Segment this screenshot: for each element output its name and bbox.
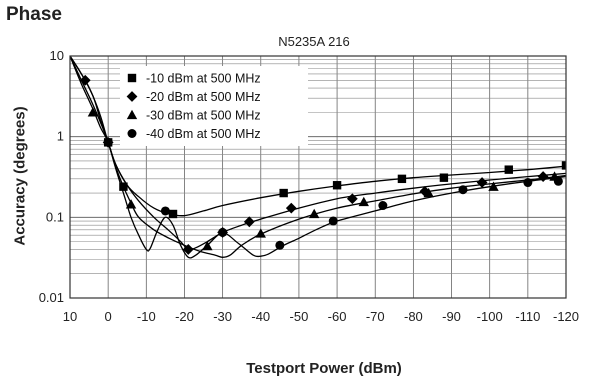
data-point [168, 209, 178, 219]
data-point [125, 199, 137, 209]
data-point [523, 178, 533, 188]
x-tick-label: -70 [366, 309, 385, 324]
y-tick-label: 0.01 [39, 290, 64, 305]
x-tick-label: -60 [328, 309, 347, 324]
x-tick-label: 10 [63, 309, 77, 324]
x-tick-label: -110 [515, 309, 540, 324]
data-point [285, 202, 297, 214]
x-axis-label: Testport Power (dBm) [246, 360, 402, 377]
data-point [308, 208, 320, 219]
data-point [346, 193, 358, 205]
legend-marker [126, 109, 138, 120]
legend-box [120, 66, 308, 146]
data-point [504, 165, 513, 174]
data-point [182, 244, 194, 255]
legend-marker [127, 129, 137, 138]
data-point [243, 216, 255, 228]
legend-label: -40 dBm at 500 MHz [146, 127, 261, 141]
series-group [70, 56, 566, 259]
data-point [423, 187, 434, 198]
x-tick-label: -120 [553, 309, 579, 324]
data-point [279, 188, 288, 198]
data-point [553, 176, 563, 186]
data-point [561, 161, 566, 170]
x-tick-label: -90 [442, 309, 461, 324]
data-point [255, 228, 266, 238]
data-point [439, 173, 449, 182]
x-tick-label: -20 [175, 309, 194, 324]
legend-label: -20 dBm at 500 MHz [146, 90, 261, 104]
x-tick-label: 0 [105, 309, 112, 324]
series-4 [70, 56, 566, 259]
x-tick-label: -10 [137, 309, 156, 324]
x-tick-label: -40 [251, 309, 270, 324]
legend-marker [126, 91, 138, 102]
data-point [87, 107, 99, 117]
x-tick-label: -100 [477, 309, 503, 324]
data-point [332, 181, 342, 190]
data-point [378, 201, 388, 211]
data-point [458, 185, 468, 195]
data-point [275, 240, 285, 250]
data-point [160, 206, 170, 216]
plot-frame [69, 55, 567, 299]
page-title: Phase [6, 4, 62, 25]
y-tick-label: 10 [50, 48, 64, 63]
axis-ticks: 10 0 -10 -20 -30 -40 -50 -60 -70 -80 -90 -100 -110 -1… [39, 48, 579, 324]
data-point [397, 174, 407, 184]
legend: -10 dBm at 500 MHz -20 dBm at 500 MHz -30 … [120, 66, 308, 146]
data-point [103, 137, 113, 147]
legend-label: -10 dBm at 500 MHz [146, 72, 261, 86]
data-point [218, 227, 228, 237]
x-tick-label: -30 [213, 309, 232, 324]
data-point [358, 196, 369, 207]
y-tick-label: 0.1 [46, 209, 64, 224]
x-tick-label: -80 [404, 309, 423, 324]
y-tick-label: 1 [57, 129, 64, 144]
legend-label: -30 dBm at 500 MHz [146, 109, 261, 123]
series-line [70, 56, 566, 259]
x-tick-label: -50 [290, 309, 309, 324]
legend-marker [127, 73, 137, 83]
data-point [328, 216, 338, 226]
chart-title: N5235A 216 [278, 34, 350, 49]
